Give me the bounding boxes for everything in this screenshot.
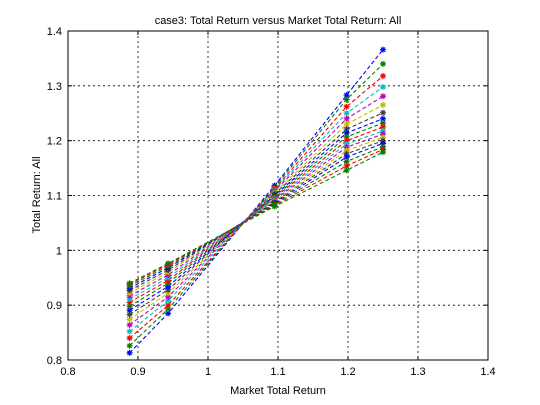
x-axis-label: Market Total Return [230, 385, 326, 397]
data-point [380, 109, 386, 116]
chart-title: case3: Total Return versus Market Total … [155, 15, 402, 27]
y-axis-label: Total Return: All [31, 156, 43, 233]
x-tick-label: 1.3 [410, 366, 425, 378]
y-tick-label: 1.4 [47, 26, 62, 38]
x-tick-label: 1.4 [480, 366, 495, 378]
data-point [343, 110, 350, 117]
data-point [380, 72, 386, 79]
data-point [126, 335, 133, 342]
x-tick-label: 1.1 [270, 366, 285, 378]
y-tick-label: 0.9 [47, 300, 62, 312]
axis-ticks: 0.8 0.9 1 1.1 1.2 1.3 1.4 0.8 0.9 1 1.1 1.2 1.3 1.4 [47, 26, 496, 378]
data-point [126, 328, 133, 335]
data-point [343, 167, 350, 174]
data-point [126, 280, 133, 287]
data-point [343, 121, 350, 128]
data-point [380, 46, 386, 53]
series-line [129, 142, 384, 289]
data-point [343, 162, 350, 169]
data-point [380, 93, 386, 100]
data-point [343, 103, 350, 110]
data-point [165, 260, 172, 267]
series-line [129, 104, 384, 320]
y-tick-label: 1 [56, 245, 62, 257]
data-point [343, 115, 350, 122]
data-point [380, 149, 386, 156]
data-point [126, 321, 133, 328]
data-point [380, 83, 386, 90]
x-tick-label: 0.9 [130, 366, 145, 378]
x-tick-label: 1 [205, 366, 211, 378]
data-point [343, 96, 350, 103]
data-point [380, 60, 386, 67]
data-point [165, 293, 172, 300]
series-18 [126, 149, 386, 287]
data-point [126, 342, 133, 349]
data-point [126, 349, 133, 356]
x-tick-label: 1.2 [340, 366, 355, 378]
data-point [380, 102, 386, 109]
data-point [165, 302, 172, 309]
y-tick-label: 1.3 [47, 81, 62, 93]
data-point [271, 203, 278, 210]
y-tick-label: 1.1 [47, 191, 62, 203]
series-layer [126, 46, 386, 356]
x-tick-label: 0.8 [60, 366, 75, 378]
y-tick-label: 0.8 [47, 355, 62, 367]
series-line [129, 133, 384, 297]
data-point [126, 303, 133, 310]
y-tick-label: 1.2 [47, 136, 62, 148]
data-point [343, 158, 350, 165]
